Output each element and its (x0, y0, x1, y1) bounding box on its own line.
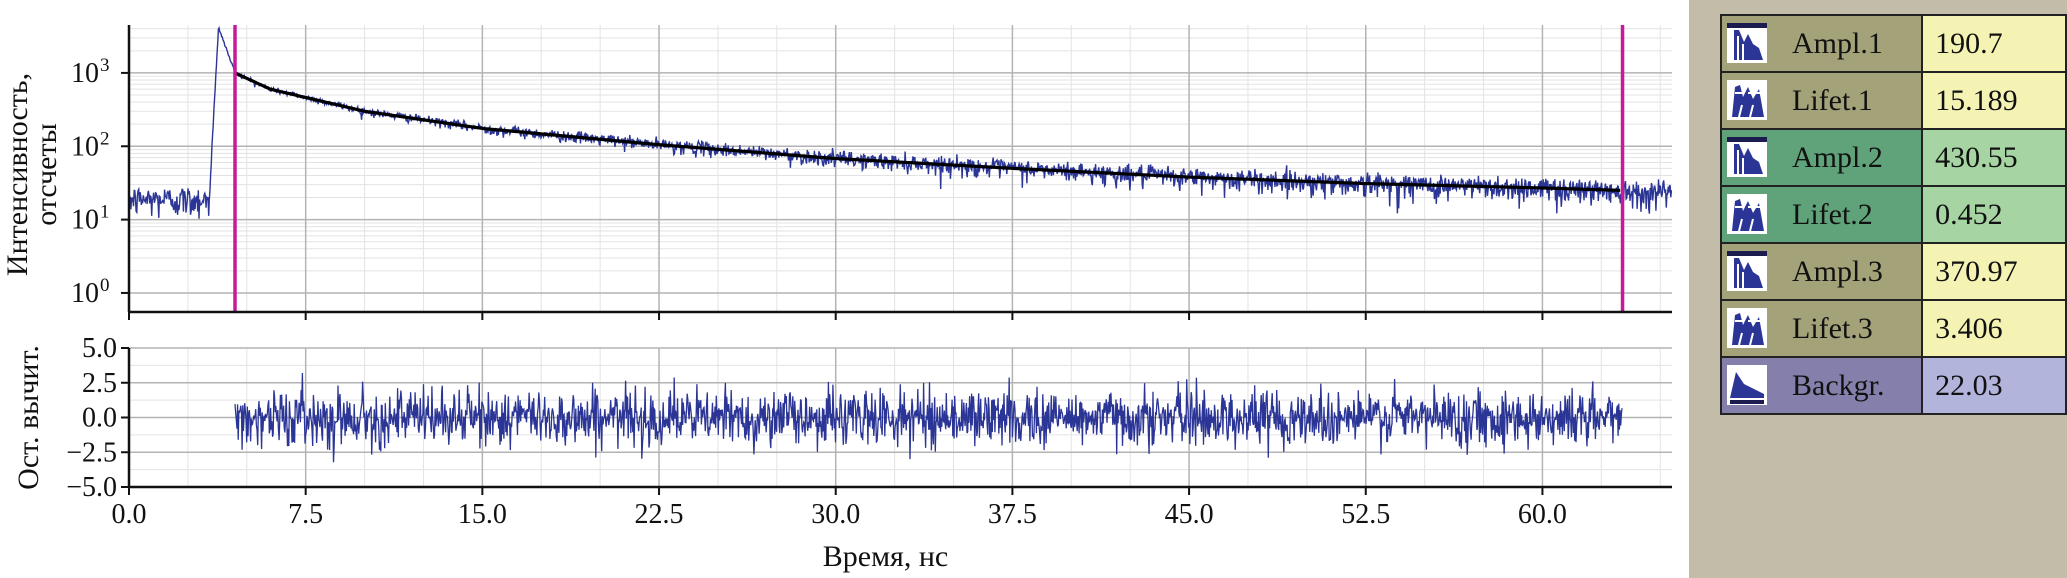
param-row: Ampl.1 190.7 (1719, 14, 2067, 73)
param-label: Ampl.3 (1792, 255, 1883, 288)
series-fit (234, 71, 1621, 192)
series-residuals (234, 372, 1623, 463)
series-data (129, 25, 1672, 219)
param-value[interactable]: 15.189 (1921, 71, 2067, 130)
y-tick-label-bottom: 2.5 (82, 368, 117, 399)
y-tick-label-bottom: −5.0 (66, 472, 117, 503)
param-row: Lifet.3 3.406 (1719, 299, 2067, 358)
y-tick-label-top: 10 (71, 205, 99, 236)
x-tick-label: 22.5 (635, 499, 684, 530)
y-tick-label-bottom: −2.5 (66, 437, 117, 468)
param-name-cell[interactable]: Lifet.3 (1719, 299, 1924, 358)
y-tick-label-top: 10 (71, 278, 99, 309)
y-axis-label-bottom-text: Ост. вычит. (12, 345, 45, 490)
lifet-icon (1726, 79, 1768, 121)
y-tick-label-exponent: 3 (100, 55, 110, 76)
y-axis-label-line2: отсчеты (30, 123, 63, 225)
y-axis-label-line1: Интенсивность, (1, 73, 34, 276)
x-axis-label: Время, нс (823, 540, 948, 573)
parameter-table: Ampl.1 190.7 Lifet.1 15.189 Ampl.2 430.55 Life… (1719, 14, 2067, 415)
param-name-cell[interactable]: Lifet.2 (1719, 185, 1924, 244)
param-value[interactable]: 190.7 (1921, 14, 2067, 73)
param-row: Lifet.1 15.189 (1719, 71, 2067, 130)
param-row: Ampl.2 430.55 (1719, 128, 2067, 187)
ampl-icon (1726, 22, 1768, 64)
param-name-cell[interactable]: Lifet.1 (1719, 71, 1924, 130)
param-label: Lifet.2 (1792, 198, 1873, 231)
lifet-icon (1726, 193, 1768, 235)
param-label: Backgr. (1792, 369, 1885, 402)
param-label: Ampl.2 (1792, 141, 1883, 174)
x-tick-label: 52.5 (1341, 499, 1390, 530)
y-tick-label-bottom: 5.0 (82, 333, 117, 364)
param-name-cell[interactable]: Ampl.1 (1719, 14, 1924, 73)
y-tick-label-top: 10 (71, 58, 99, 89)
x-tick-label: 15.0 (458, 499, 507, 530)
param-value[interactable]: 3.406 (1921, 299, 2067, 358)
param-value[interactable]: 22.03 (1921, 356, 2067, 415)
x-tick-label: 37.5 (988, 499, 1037, 530)
param-row: Lifet.2 0.452 (1719, 185, 2067, 244)
param-label: Lifet.1 (1792, 84, 1873, 117)
param-row: Ampl.3 370.97 (1719, 242, 2067, 301)
param-label: Lifet.3 (1792, 312, 1873, 345)
y-tick-label-exponent: 0 (100, 275, 110, 296)
param-label: Ampl.1 (1792, 27, 1883, 60)
x-tick-label: 30.0 (811, 499, 860, 530)
backgr-icon (1726, 364, 1768, 406)
y-axis-label-bottom: Ост. вычит. (12, 345, 45, 490)
y-tick-label-bottom: 0.0 (82, 403, 117, 434)
x-tick-label: 60.0 (1518, 499, 1567, 530)
ampl-icon (1726, 250, 1768, 292)
y-axis-label-top: Интенсивность,отсчеты (1, 73, 63, 276)
param-value[interactable]: 430.55 (1921, 128, 2067, 187)
param-name-cell[interactable]: Ampl.2 (1719, 128, 1924, 187)
param-value[interactable]: 0.452 (1921, 185, 2067, 244)
y-tick-label-top: 10 (71, 131, 99, 162)
y-tick-label-exponent: 2 (100, 128, 110, 149)
y-tick-label-exponent: 1 (100, 202, 110, 223)
x-tick-label: 0.0 (112, 499, 147, 530)
param-row: Backgr. 22.03 (1719, 356, 2067, 415)
x-tick-label: 45.0 (1165, 499, 1214, 530)
x-tick-label: 7.5 (288, 499, 323, 530)
ampl-icon (1726, 136, 1768, 178)
param-name-cell[interactable]: Ampl.3 (1719, 242, 1924, 301)
param-name-cell[interactable]: Backgr. (1719, 356, 1924, 415)
param-value[interactable]: 370.97 (1921, 242, 2067, 301)
lifet-icon (1726, 307, 1768, 349)
